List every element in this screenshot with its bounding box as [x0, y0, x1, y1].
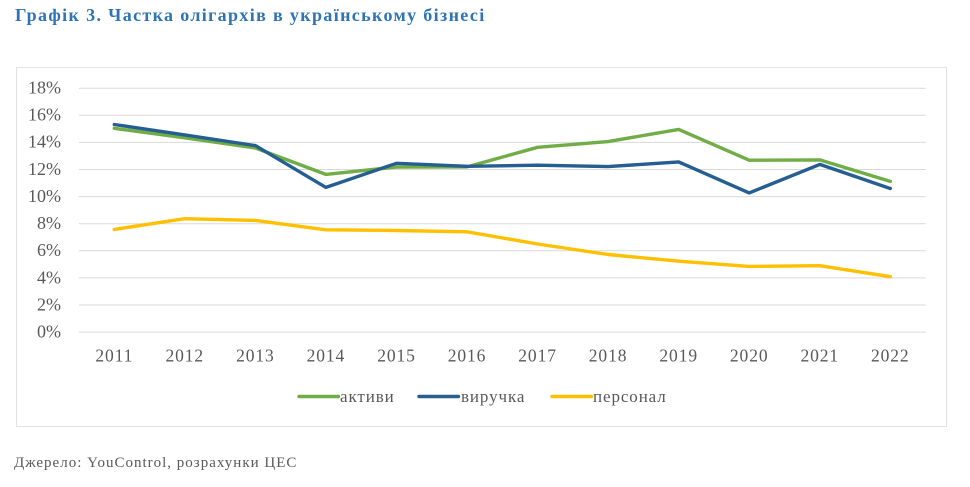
- svg-text:10%: 10%: [28, 186, 61, 206]
- svg-text:0%: 0%: [37, 322, 61, 342]
- svg-text:2021: 2021: [800, 346, 839, 366]
- svg-text:2013: 2013: [236, 346, 275, 366]
- svg-text:2011: 2011: [95, 346, 133, 366]
- svg-text:2014: 2014: [307, 346, 346, 366]
- svg-text:2018: 2018: [589, 346, 628, 366]
- svg-text:2017: 2017: [518, 346, 557, 366]
- svg-text:18%: 18%: [28, 78, 61, 98]
- svg-text:16%: 16%: [28, 105, 61, 125]
- svg-text:2019: 2019: [659, 346, 698, 366]
- svg-text:6%: 6%: [37, 240, 61, 260]
- svg-text:12%: 12%: [28, 159, 61, 179]
- svg-text:персонал: персонал: [593, 387, 667, 406]
- svg-text:2022: 2022: [871, 346, 910, 366]
- svg-text:2015: 2015: [377, 346, 416, 366]
- svg-text:8%: 8%: [37, 213, 61, 233]
- svg-text:активи: активи: [340, 387, 395, 406]
- svg-text:2012: 2012: [165, 346, 204, 366]
- svg-text:виручка: виручка: [461, 387, 525, 406]
- svg-text:2016: 2016: [448, 346, 487, 366]
- svg-text:2020: 2020: [730, 346, 769, 366]
- svg-text:14%: 14%: [28, 132, 61, 152]
- svg-text:4%: 4%: [37, 267, 61, 287]
- svg-text:2%: 2%: [37, 294, 61, 314]
